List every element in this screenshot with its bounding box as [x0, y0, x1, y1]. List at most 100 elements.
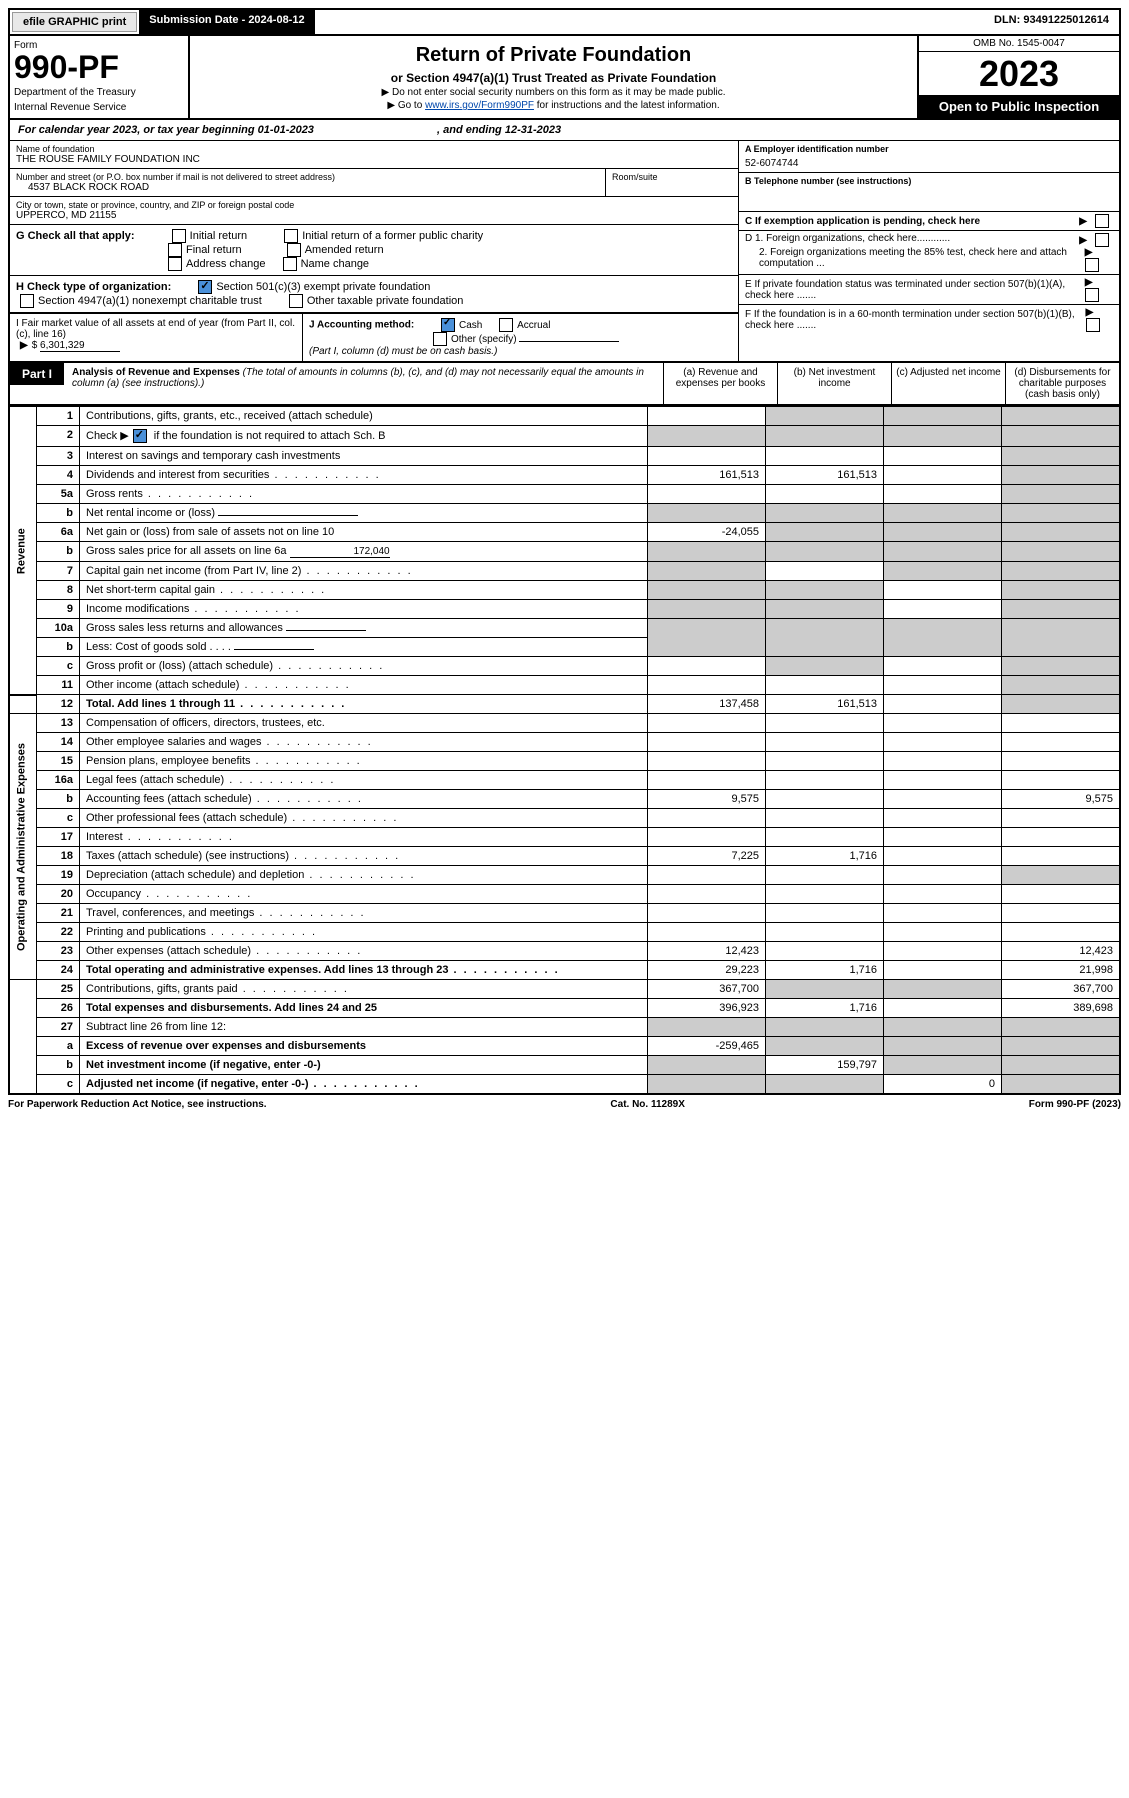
line-27a-a: -259,465 [648, 1037, 766, 1056]
instruction-2: ▶ Go to www.irs.gov/Form990PF for instru… [198, 100, 909, 111]
line-18-d [1002, 847, 1121, 866]
checkbox-d1[interactable] [1095, 233, 1109, 247]
line-16a-c [884, 771, 1002, 790]
line-19-c [884, 866, 1002, 885]
street-address: 4537 BLACK ROCK ROAD [16, 182, 599, 193]
line-num-14: 14 [37, 733, 80, 752]
line-num-21: 21 [37, 904, 80, 923]
addr-cell: Number and street (or P.O. box number if… [10, 169, 605, 197]
line-24-c [884, 961, 1002, 980]
line-6b-b [766, 542, 884, 562]
g-label: G Check all that apply: [16, 230, 135, 242]
checkbox-f[interactable] [1086, 318, 1100, 332]
city-cell: City or town, state or province, country… [10, 197, 738, 225]
d2-label: 2. Foreign organizations meeting the 85%… [759, 247, 1081, 272]
line-7-a [648, 562, 766, 581]
irs-link[interactable]: www.irs.gov/Form990PF [425, 100, 534, 111]
line-14-a [648, 733, 766, 752]
line-21-desc: Travel, conferences, and meetings [80, 904, 648, 923]
top-bar-left: efile GRAPHIC print Submission Date - 20… [10, 10, 315, 34]
line-8-desc: Net short-term capital gain [80, 581, 648, 600]
line-3-a [648, 447, 766, 466]
line-num-4: 4 [37, 466, 80, 485]
checkbox-4947[interactable] [20, 294, 34, 308]
line-20-desc: Occupancy [80, 885, 648, 904]
line-21-a [648, 904, 766, 923]
line-num-27a: a [37, 1037, 80, 1056]
line-27c-desc: Adjusted net income (if negative, enter … [80, 1075, 648, 1095]
line-10ab-b [766, 619, 884, 657]
line-6b-a [648, 542, 766, 562]
checkbox-initial-return[interactable] [172, 229, 186, 243]
opt-4947: Section 4947(a)(1) nonexempt charitable … [38, 295, 262, 307]
line-10c-desc: Gross profit or (loss) (attach schedule) [80, 657, 648, 676]
line-24-a: 29,223 [648, 961, 766, 980]
opt-501c3: Section 501(c)(3) exempt private foundat… [216, 281, 430, 293]
checkbox-amended-return[interactable] [287, 243, 301, 257]
checkbox-address-change[interactable] [168, 257, 182, 271]
checkbox-501c3[interactable] [198, 280, 212, 294]
line-20-c [884, 885, 1002, 904]
line-22-desc: Printing and publications [80, 923, 648, 942]
instr2-post: for instructions and the latest informat… [534, 100, 720, 111]
checkbox-final-return[interactable] [168, 243, 182, 257]
table-row: Revenue 1 Contributions, gifts, grants, … [9, 407, 1120, 426]
line-27a-b [766, 1037, 884, 1056]
checkbox-other-method[interactable] [433, 332, 447, 346]
line-num-15: 15 [37, 752, 80, 771]
opt-other-tax: Other taxable private foundation [307, 295, 464, 307]
line-16b-desc: Accounting fees (attach schedule) [80, 790, 648, 809]
checkbox-initial-former[interactable] [284, 229, 298, 243]
line-18-desc: Taxes (attach schedule) (see instruction… [80, 847, 648, 866]
line-6a-b [766, 523, 884, 542]
line-16a-d [1002, 771, 1121, 790]
line-21-b [766, 904, 884, 923]
line-10ab-d [1002, 619, 1121, 657]
line-6b-value: 172,040 [290, 546, 390, 558]
line-22-d [1002, 923, 1121, 942]
checkbox-schb[interactable] [133, 429, 147, 443]
checkbox-d2[interactable] [1085, 258, 1099, 272]
line-11-desc: Other income (attach schedule) [80, 676, 648, 695]
line-27a-c [884, 1037, 1002, 1056]
table-row: b Accounting fees (attach schedule) 9,57… [9, 790, 1120, 809]
line-14-c [884, 733, 1002, 752]
line-9-d [1002, 600, 1121, 619]
f-row: F If the foundation is in a 60-month ter… [739, 305, 1119, 334]
city-value: UPPERCO, MD 21155 [16, 210, 732, 221]
checkbox-accrual[interactable] [499, 318, 513, 332]
form-subtitle: or Section 4947(a)(1) Trust Treated as P… [198, 71, 909, 85]
line-9-c [884, 600, 1002, 619]
i-cell: I Fair market value of all assets at end… [10, 314, 303, 361]
d-row: D 1. Foreign organizations, check here..… [739, 231, 1119, 275]
checkbox-name-change[interactable] [283, 257, 297, 271]
line-10ab-c [884, 619, 1002, 657]
line-27-c [884, 1018, 1002, 1037]
j-label: J Accounting method: [309, 320, 414, 331]
table-row: c Gross profit or (loss) (attach schedul… [9, 657, 1120, 676]
blank-side-2 [9, 980, 37, 1095]
checkbox-e[interactable] [1085, 288, 1099, 302]
cal-begin: 01-01-2023 [258, 124, 314, 136]
dept-treasury: Department of the Treasury [14, 87, 184, 98]
line-26-c [884, 999, 1002, 1018]
line-5a-a [648, 485, 766, 504]
line-23-desc: Other expenses (attach schedule) [80, 942, 648, 961]
line-num-16b: b [37, 790, 80, 809]
d1-label: D 1. Foreign organizations, check here..… [745, 233, 950, 247]
line-16b-d: 9,575 [1002, 790, 1121, 809]
table-row: b Gross sales price for all assets on li… [9, 542, 1120, 562]
open-public-badge: Open to Public Inspection [919, 95, 1119, 118]
checkbox-other-taxable[interactable] [289, 294, 303, 308]
line-num-22: 22 [37, 923, 80, 942]
opt-addr-change: Address change [186, 258, 266, 270]
line-16a-b [766, 771, 884, 790]
efile-print-button[interactable]: efile GRAPHIC print [12, 12, 137, 32]
line-27-desc: Subtract line 26 from line 12: [80, 1018, 648, 1037]
checkbox-cash[interactable] [441, 318, 455, 332]
line-17-c [884, 828, 1002, 847]
addr-label: Number and street (or P.O. box number if… [16, 172, 599, 182]
checkbox-c[interactable] [1095, 214, 1109, 228]
line-num-10b: b [37, 638, 80, 657]
table-row: a Excess of revenue over expenses and di… [9, 1037, 1120, 1056]
